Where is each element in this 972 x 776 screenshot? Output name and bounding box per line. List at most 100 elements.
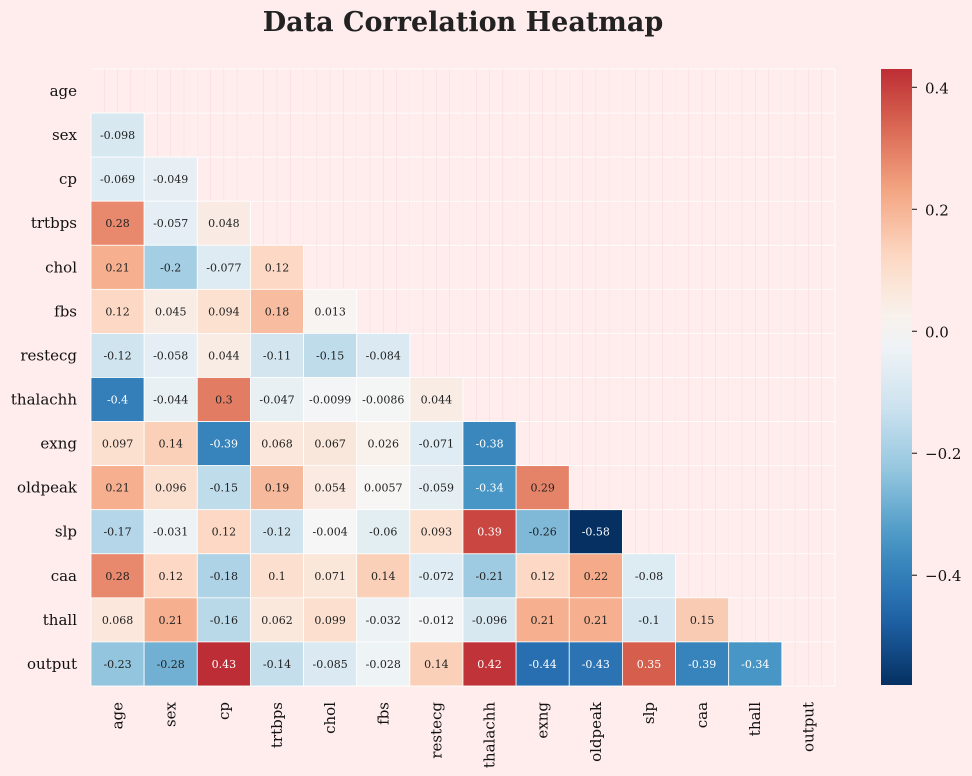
row-label-thall: thall xyxy=(43,611,77,629)
cell-output-fbs xyxy=(356,641,411,687)
cell-thalachh-chol xyxy=(303,377,358,422)
cell-label-oldpeak-fbs: 0.0057 xyxy=(364,482,403,495)
cell-restecg-age xyxy=(90,333,145,378)
cell-label-fbs-trtbps: 0.18 xyxy=(265,305,290,318)
cell-caa-trtbps xyxy=(250,553,304,599)
cell-trtbps-sex xyxy=(143,200,198,246)
colorbar-tick-label: 0.4 xyxy=(925,79,949,97)
colorbar-tick-label: 0.2 xyxy=(925,201,949,219)
cell-restecg-chol xyxy=(303,333,358,378)
cell-label-caa-cp: -0.18 xyxy=(210,570,238,583)
cell-label-fbs-cp: 0.094 xyxy=(208,305,240,318)
cell-output-sex xyxy=(143,641,198,687)
colorbar-tick-label: −0.4 xyxy=(925,567,961,585)
cell-label-thalachh-age: -0.4 xyxy=(107,394,128,407)
cell-label-chol-age: 0.21 xyxy=(105,261,130,274)
cell-label-output-thalachh: 0.42 xyxy=(477,658,502,671)
cell-caa-slp xyxy=(622,553,676,599)
cell-label-fbs-sex: 0.045 xyxy=(155,305,187,318)
cell-thalachh-fbs xyxy=(356,377,411,422)
col-label-cp: cp xyxy=(215,702,233,720)
cell-label-oldpeak-restecg: -0.059 xyxy=(419,482,454,495)
cell-label-slp-fbs: -0.06 xyxy=(369,526,397,539)
cell-label-oldpeak-age: 0.21 xyxy=(105,482,130,495)
cell-output-trtbps xyxy=(250,641,304,687)
cell-label-fbs-chol: 0.013 xyxy=(314,305,346,318)
cell-cp-sex xyxy=(143,156,198,202)
cell-label-thall-fbs: -0.032 xyxy=(366,614,401,627)
cell-label-restecg-cp: 0.044 xyxy=(208,349,240,362)
cell-label-thall-cp: -0.16 xyxy=(210,614,238,627)
cell-sex-age xyxy=(90,112,145,158)
cell-thall-thalachh xyxy=(462,597,517,643)
cell-label-oldpeak-chol: 0.054 xyxy=(314,482,346,495)
cell-label-caa-exng: 0.12 xyxy=(530,570,555,583)
cell-exng-thalachh xyxy=(462,421,517,467)
col-label-thalachh: thalachh xyxy=(481,702,499,768)
cell-label-exng-chol: 0.067 xyxy=(314,438,346,451)
cell-label-output-chol: -0.085 xyxy=(313,658,348,671)
column-labels: age sex cp trtbps chol fbs restecg thalachh exng… xyxy=(109,701,818,768)
row-labels: age sex cp trtbps chol fbs restecg thalachh exng… xyxy=(11,82,78,673)
cell-slp-sex xyxy=(143,509,198,555)
colorbar: 0.4 0.2 0.0 −0.2 −0.4 xyxy=(881,69,961,685)
cell-label-oldpeak-exng: 0.29 xyxy=(530,482,555,495)
cell-fbs-trtbps xyxy=(250,288,304,334)
colorbar-tick-label: −0.2 xyxy=(925,445,961,463)
cell-label-restecg-age: -0.12 xyxy=(103,349,131,362)
colorbar-tick-label: 0.0 xyxy=(925,323,949,341)
cell-label-output-slp: 0.35 xyxy=(637,658,662,671)
cell-label-thalachh-cp: 0.3 xyxy=(215,394,233,407)
row-label-sex: sex xyxy=(52,126,78,144)
cell-oldpeak-restecg xyxy=(409,465,464,511)
cell-label-cp-sex: -0.049 xyxy=(153,173,188,186)
cell-slp-chol xyxy=(303,509,358,555)
colorbar-gradient xyxy=(881,69,912,685)
cell-label-restecg-fbs: -0.084 xyxy=(366,349,401,362)
cell-oldpeak-sex xyxy=(143,465,198,511)
cell-label-thall-oldpeak: 0.21 xyxy=(584,614,609,627)
cell-label-sex-age: -0.098 xyxy=(100,129,135,142)
cell-label-exng-sex: 0.14 xyxy=(158,438,183,451)
cell-label-exng-thalachh: -0.38 xyxy=(475,438,503,451)
cell-label-output-age: -0.23 xyxy=(103,658,131,671)
cell-label-thalachh-chol: -0.0099 xyxy=(309,394,351,407)
cell-label-caa-trtbps: 0.1 xyxy=(268,570,286,583)
cell-label-slp-restecg: 0.093 xyxy=(421,526,453,539)
cell-thall-chol xyxy=(303,597,358,643)
cell-slp-exng xyxy=(515,509,570,555)
cell-output-age xyxy=(90,641,145,687)
cell-label-oldpeak-trtbps: 0.19 xyxy=(265,482,290,495)
row-label-chol: chol xyxy=(45,258,77,276)
row-label-restecg: restecg xyxy=(20,346,77,364)
cell-label-slp-age: -0.17 xyxy=(103,526,131,539)
cell-restecg-trtbps xyxy=(250,333,304,378)
col-label-oldpeak: oldpeak xyxy=(587,701,605,762)
cell-label-slp-sex: -0.031 xyxy=(153,526,188,539)
cell-label-slp-trtbps: -0.12 xyxy=(263,526,291,539)
cell-thalachh-cp xyxy=(196,377,251,422)
cell-oldpeak-cp xyxy=(196,465,251,511)
cell-exng-cp xyxy=(196,421,251,467)
colorbar-ticks: 0.4 0.2 0.0 −0.2 −0.4 xyxy=(912,79,961,585)
cell-thalachh-trtbps xyxy=(250,377,304,422)
cell-caa-oldpeak xyxy=(568,553,623,599)
col-label-restecg: restecg xyxy=(427,702,445,759)
cell-label-caa-slp: -0.08 xyxy=(635,570,663,583)
cell-label-output-sex: -0.28 xyxy=(157,658,185,671)
cell-label-thall-age: 0.068 xyxy=(102,614,134,627)
cell-slp-trtbps xyxy=(250,509,304,555)
row-label-slp: slp xyxy=(55,523,77,541)
cell-thall-restecg xyxy=(409,597,464,643)
col-label-chol: chol xyxy=(321,702,339,734)
cell-restecg-sex xyxy=(143,333,198,378)
cell-output-caa xyxy=(675,641,730,687)
cell-label-output-cp: 0.43 xyxy=(212,658,237,671)
cell-label-thall-slp: -0.1 xyxy=(638,614,659,627)
cell-label-caa-age: 0.28 xyxy=(105,570,130,583)
cell-label-caa-oldpeak: 0.22 xyxy=(584,570,609,583)
cell-output-cp xyxy=(196,641,251,687)
cell-label-thalachh-fbs: -0.0086 xyxy=(362,394,404,407)
cell-label-chol-sex: -0.2 xyxy=(160,261,181,274)
cell-label-output-restecg: 0.14 xyxy=(424,658,449,671)
